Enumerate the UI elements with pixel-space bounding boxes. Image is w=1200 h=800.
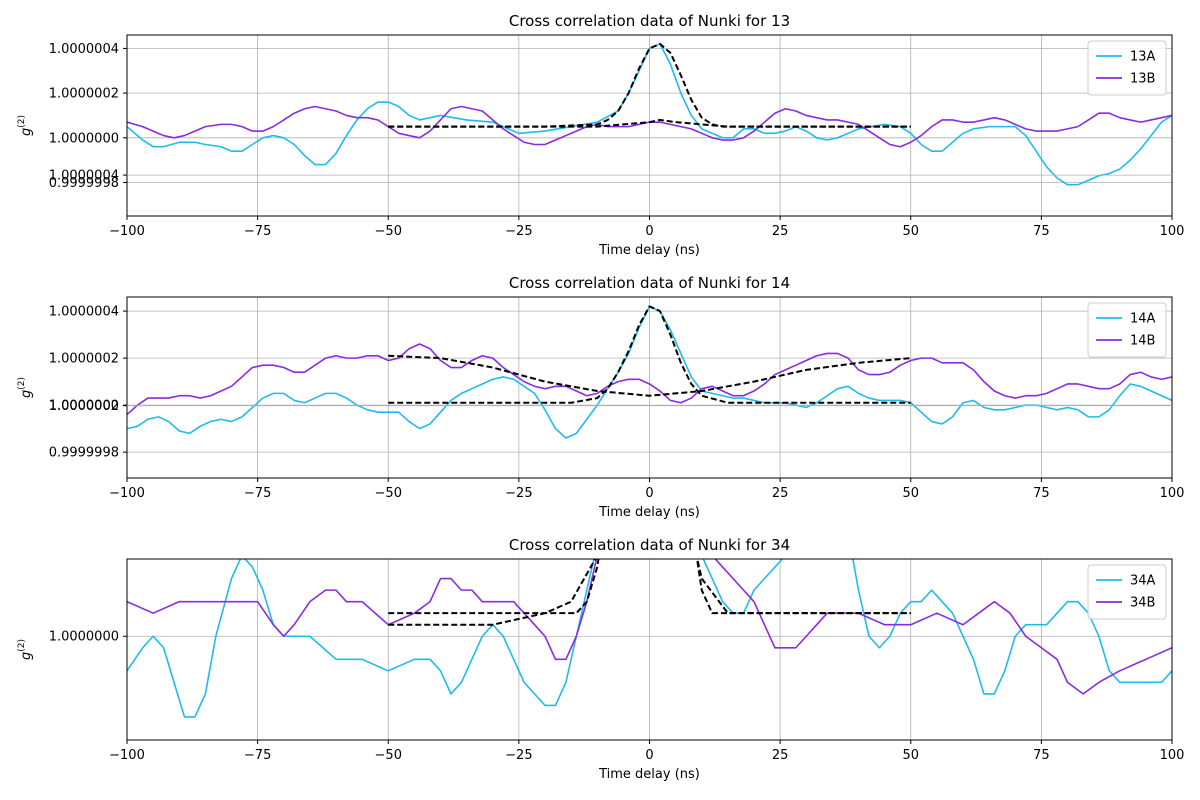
legend-label: 34B [1130, 596, 1155, 611]
y-axis-label: g(2) [17, 115, 34, 136]
y-tick-label: 0.9999998 [49, 176, 119, 191]
x-tick-label: 100 [1160, 224, 1185, 239]
chart-title: Cross correlation data of Nunki for 14 [509, 274, 790, 292]
x-tick-label: −100 [109, 486, 145, 501]
x-tick-label: −25 [505, 486, 532, 501]
y-axis-label: g(2) [17, 377, 34, 398]
series-line-13B [127, 105, 1172, 148]
x-tick-label: −50 [375, 486, 402, 501]
x-axis-label: Time delay (ns) [598, 243, 700, 258]
legend-box [1087, 564, 1167, 620]
x-tick-label: −75 [244, 748, 271, 763]
x-tick-label: −100 [109, 748, 145, 763]
chart-panel-2: −100 −75 −50 −25 0 25 50 75 1001.00000001.000000… [17, 169, 1185, 782]
x-tick-label: 100 [1160, 486, 1185, 501]
chart-title: Cross correlation data of Nunki for 13 [509, 12, 790, 30]
x-tick-label: −75 [244, 224, 271, 239]
x-tick-label: 75 [1033, 748, 1050, 763]
x-tick-label: 75 [1033, 486, 1050, 501]
y-tick-label: 1.0000002 [49, 87, 119, 102]
x-tick-label: 50 [902, 748, 919, 763]
x-tick-label: 0 [645, 224, 653, 239]
y-tick-label: 1.0000004 [49, 42, 119, 57]
x-tick-label: −100 [109, 224, 145, 239]
x-tick-label: 0 [645, 748, 653, 763]
fit-curve-line [388, 118, 911, 128]
legend-label: 14B [1130, 334, 1155, 349]
x-tick-label: −50 [375, 748, 402, 763]
y-axis-label: g(2) [17, 639, 34, 660]
y-axis-label-base: g [19, 652, 34, 660]
y-axis-label-superscript: (2) [17, 639, 27, 652]
legend-label: 34A [1130, 574, 1156, 589]
fit-curve-line [388, 305, 911, 404]
x-tick-label: 0 [645, 486, 653, 501]
x-axis-label: Time delay (ns) [598, 767, 700, 782]
y-tick-label: 1.0000004 [49, 305, 119, 320]
x-tick-label: −75 [244, 486, 271, 501]
x-tick-label: 25 [772, 224, 789, 239]
y-axis-label-base: g [19, 390, 34, 398]
y-axis-label-superscript: (2) [17, 377, 27, 390]
series-line-34B [127, 559, 1172, 695]
legend-label: 13A [1130, 50, 1156, 65]
chart-title: Cross correlation data of Nunki for 34 [509, 536, 790, 554]
x-axis-label: Time delay (ns) [598, 505, 700, 520]
y-axis-label-base: g [19, 128, 34, 136]
x-tick-label: 50 [902, 224, 919, 239]
y-tick-label: 1.0000000 [49, 630, 119, 645]
series-line-13A [127, 43, 1172, 186]
y-tick-label: 1.0000002 [49, 399, 119, 414]
y-tick-label: 1.0000002 [49, 352, 119, 367]
x-tick-label: −50 [375, 224, 402, 239]
x-tick-label: 25 [772, 748, 789, 763]
legend-box [1087, 302, 1167, 358]
fit-curve-line [388, 354, 911, 397]
x-tick-label: −25 [505, 748, 532, 763]
legend-label: 14A [1130, 312, 1156, 327]
chart-panel-0: −100 −75 −50 −25 0 25 50 75 1000.99999981.000000… [17, 12, 1184, 258]
x-tick-label: 100 [1160, 748, 1185, 763]
x-tick-label: 25 [772, 486, 789, 501]
chart-panel-1: −100 −75 −50 −25 0 25 50 75 100 0.9999998 1.000000… [17, 274, 1184, 520]
series-group [127, 559, 1172, 718]
legend-box [1087, 40, 1167, 96]
series-group [127, 305, 1172, 439]
fit-curve-line [388, 559, 911, 626]
y-tick-label: 1.0000000 [49, 399, 119, 414]
series-group [127, 42, 1172, 186]
y-tick-label: 1.0000004 [49, 169, 119, 184]
legend-label: 13B [1130, 72, 1155, 87]
x-tick-label: 75 [1033, 224, 1050, 239]
y-axis-label-superscript: (2) [17, 115, 27, 128]
series-line-34A [127, 559, 1172, 718]
y-tick-label: 1.0000000 [49, 131, 119, 146]
y-tick-label: 0.9999998 [49, 446, 119, 461]
x-tick-label: −25 [505, 224, 532, 239]
x-tick-label: 50 [902, 486, 919, 501]
series-line-14B [127, 343, 1172, 416]
